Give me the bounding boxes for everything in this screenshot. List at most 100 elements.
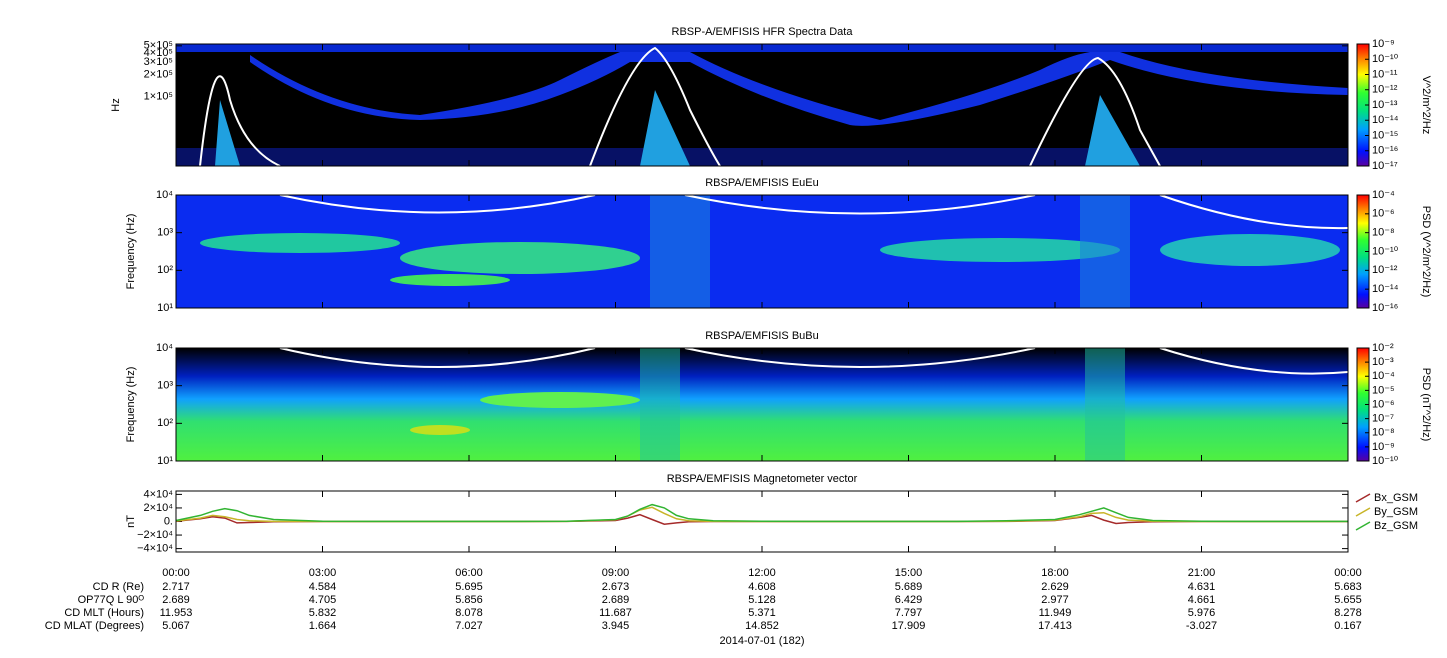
y-axis-label: nT xyxy=(125,515,137,528)
colorbar-tick-label: 10⁻⁹ xyxy=(1372,441,1395,453)
spectrogram-image xyxy=(176,347,1349,461)
ephemeris-label: CD R (Re) xyxy=(93,581,144,593)
colorbar-tick-label: 10⁻¹⁶ xyxy=(1372,145,1398,157)
y-tick-label: 1×10⁵ xyxy=(144,90,173,102)
x-tick-label: 03:00 xyxy=(309,567,337,579)
colorbar-label: V^2/m^2/Hz xyxy=(1420,76,1432,135)
y-axis-label: Frequency (Hz) xyxy=(125,367,137,443)
legend-label: By_GSM xyxy=(1374,506,1418,518)
y-tick-label: 4×10⁴ xyxy=(143,488,173,500)
legend-label: Bx_GSM xyxy=(1374,492,1418,504)
date-label: 2014-07-01 (182) xyxy=(719,635,804,647)
ephemeris-label: CD MLAT (Degrees) xyxy=(45,620,144,632)
ephemeris-value: 5.856 xyxy=(455,594,483,606)
ephemeris-value: 5.655 xyxy=(1334,594,1362,606)
ephemeris-value: 0.167 xyxy=(1334,620,1362,632)
colorbar-tick-label: 10⁻¹¹ xyxy=(1372,68,1398,80)
x-tick-label: 12:00 xyxy=(748,567,776,579)
colorbar-tick-label: 10⁻¹⁴ xyxy=(1372,114,1399,126)
ephemeris-value: 5.067 xyxy=(162,620,190,632)
ephemeris-value: 2.673 xyxy=(602,581,630,593)
colorbar-tick-label: 10⁻¹⁰ xyxy=(1372,53,1399,65)
colorbar-tick-label: 10⁻⁴ xyxy=(1372,370,1395,382)
x-tick-label: 00:00 xyxy=(1334,567,1362,579)
ephemeris-value: 2.977 xyxy=(1041,594,1069,606)
x-tick-label: 21:00 xyxy=(1188,567,1216,579)
y-tick-label: 5×10⁵ xyxy=(144,40,173,52)
colorbar-tick-label: 10⁻³ xyxy=(1372,356,1394,368)
colorbar-tick-label: 10⁻⁹ xyxy=(1372,38,1395,50)
ephemeris-value: 6.429 xyxy=(895,594,923,606)
ephemeris-value: 2.689 xyxy=(602,594,630,606)
colorbar-tick-label: 10⁻¹³ xyxy=(1372,99,1398,111)
ephemeris-value: -3.027 xyxy=(1186,620,1217,632)
ephemeris-value: 7.797 xyxy=(895,607,923,619)
legend-swatch xyxy=(1355,521,1371,531)
plot-frame xyxy=(175,347,1349,462)
ephemeris-value: 11.687 xyxy=(599,607,632,619)
colorbar-tick-label: 10⁻⁸ xyxy=(1372,427,1395,439)
ephemeris-value: 14.852 xyxy=(745,620,779,632)
colorbar-tick-label: 10⁻⁴ xyxy=(1372,189,1395,201)
ephemeris-value: 7.027 xyxy=(455,620,483,632)
ephemeris-value: 8.078 xyxy=(455,607,483,619)
legend-swatch xyxy=(1355,493,1371,503)
y-tick-label: −2×10⁴ xyxy=(137,529,173,541)
y-tick-label: 0. xyxy=(164,515,173,527)
plot-frame xyxy=(175,194,1349,309)
y-tick-label: 2×10⁵ xyxy=(144,69,173,81)
y-tick-label: −4×10⁴ xyxy=(137,543,173,555)
y-axis-label: Hz xyxy=(110,98,122,111)
colorbar-tick-label: 10⁻¹⁰ xyxy=(1372,245,1399,257)
colorbar-label: PSD (V^2/m^2/Hz) xyxy=(1420,206,1432,298)
colorbar-tick-label: 10⁻¹² xyxy=(1372,264,1398,276)
ephemeris-label: OP77Q L 90ᴼ xyxy=(78,594,145,606)
x-tick-label: 15:00 xyxy=(895,567,923,579)
colorbar-label: PSD (nT^2/Hz) xyxy=(1420,368,1432,442)
ephemeris-label: CD MLT (Hours) xyxy=(64,607,144,619)
colorbar-tick-label: 10⁻⁸ xyxy=(1372,227,1395,239)
ephemeris-value: 17.413 xyxy=(1038,620,1072,632)
data-line xyxy=(175,513,1348,525)
ephemeris-value: 1.664 xyxy=(309,620,337,632)
panel-title: RBSPA/EMFISIS Magnetometer vector xyxy=(667,473,858,485)
data-line xyxy=(175,506,1348,523)
ephemeris-value: 5.976 xyxy=(1188,607,1216,619)
ephemeris-value: 2.629 xyxy=(1041,581,1069,593)
ephemeris-value: 5.695 xyxy=(455,581,483,593)
ephemeris-value: 8.278 xyxy=(1334,607,1362,619)
y-tick-label: 10⁴ xyxy=(156,189,173,201)
y-tick-label: 10³ xyxy=(157,227,173,239)
plot-frame xyxy=(175,490,1349,553)
panel-title: RBSPA/EMFISIS BuBu xyxy=(705,330,819,342)
legend-swatch xyxy=(1355,507,1371,517)
y-tick-label: 10⁴ xyxy=(156,342,173,354)
x-tick-label: 18:00 xyxy=(1041,567,1069,579)
colorbar-tick-label: 10⁻¹⁵ xyxy=(1372,129,1398,141)
data-line xyxy=(175,503,1348,523)
x-tick-label: 00:00 xyxy=(162,567,190,579)
x-tick-label: 09:00 xyxy=(602,567,630,579)
ephemeris-value: 17.909 xyxy=(892,620,926,632)
y-tick-label: 4×10⁵ xyxy=(144,47,173,59)
y-tick-label: 10¹ xyxy=(157,455,173,467)
y-tick-label: 10² xyxy=(157,417,173,429)
legend-label: Bz_GSM xyxy=(1374,520,1418,532)
ephemeris-value: 4.584 xyxy=(309,581,337,593)
colorbar-tick-label: 10⁻⁶ xyxy=(1372,208,1395,220)
ephemeris-value: 5.683 xyxy=(1334,581,1362,593)
ephemeris-value: 4.661 xyxy=(1188,594,1216,606)
y-axis-label: Frequency (Hz) xyxy=(125,214,137,290)
colorbar-tick-label: 10⁻¹⁶ xyxy=(1372,302,1398,314)
spectrogram-image xyxy=(176,44,1348,167)
y-tick-label: 10¹ xyxy=(157,302,173,314)
spectrogram-image xyxy=(176,194,1349,308)
ephemeris-value: 5.689 xyxy=(895,581,923,593)
y-tick-label: 10² xyxy=(157,264,173,276)
ephemeris-value: 5.371 xyxy=(748,607,776,619)
y-tick-label: 2×10⁴ xyxy=(143,502,173,514)
colorbar-tick-label: 10⁻¹⁰ xyxy=(1372,455,1399,467)
panel-title: RBSPA/EMFISIS EuEu xyxy=(705,177,819,189)
colorbar-tick-label: 10⁻² xyxy=(1372,342,1394,354)
